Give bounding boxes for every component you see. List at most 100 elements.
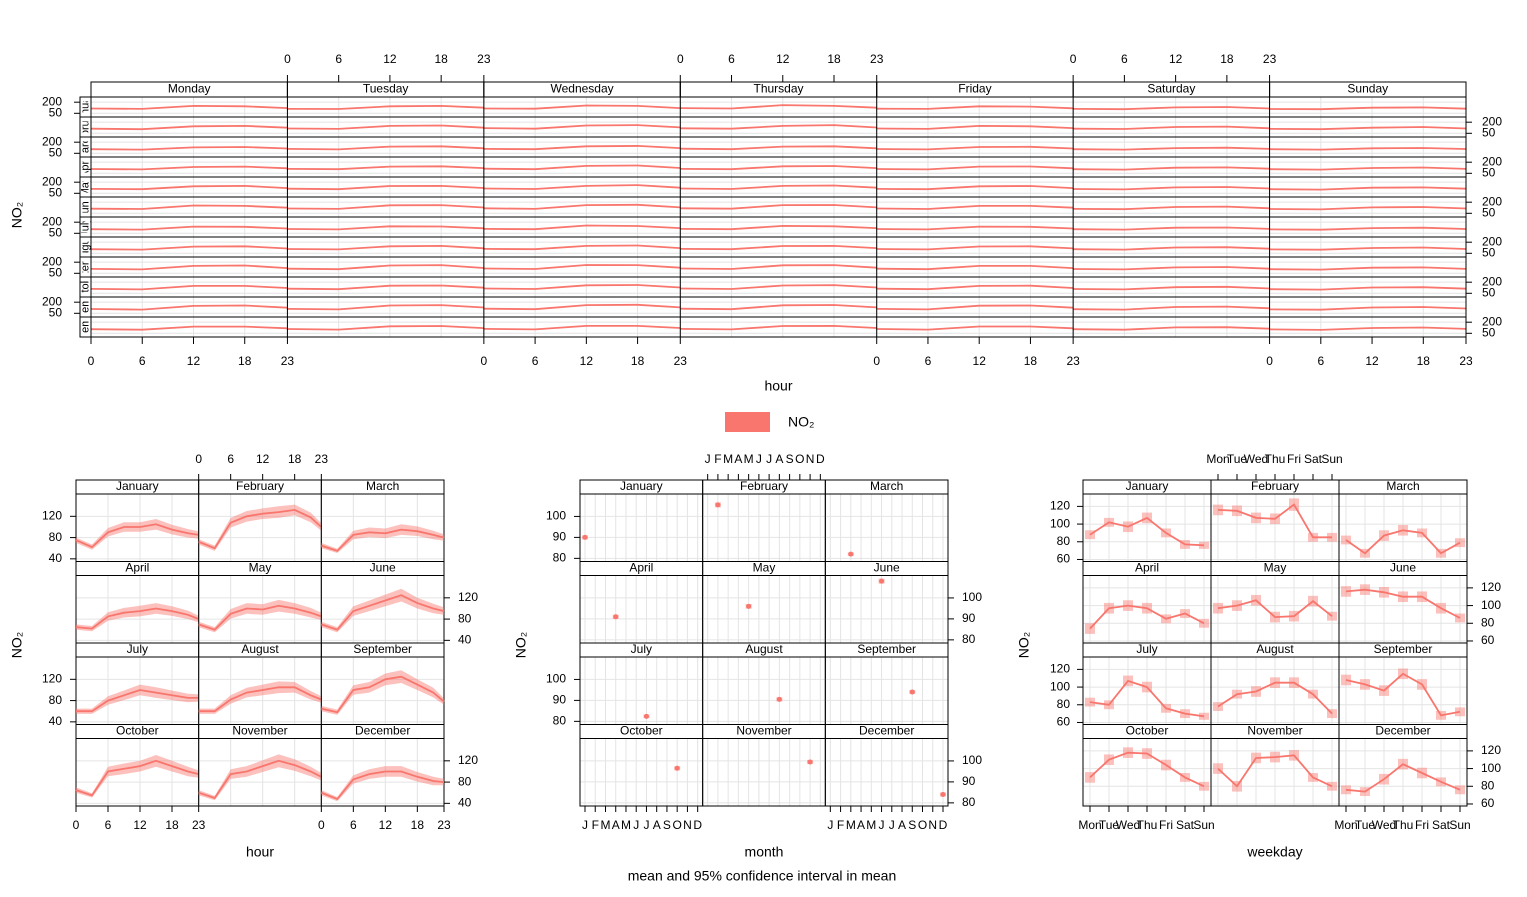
x-tick-label: J [827, 818, 833, 832]
x-tick-label: 23 [281, 354, 295, 368]
y-tick-label: 40 [458, 633, 472, 647]
line [1073, 305, 1270, 311]
line [483, 324, 681, 331]
x-tick-label: 12 [973, 354, 987, 368]
line [321, 594, 445, 631]
panel-frame [702, 738, 826, 807]
panel-strip-label: March [366, 479, 399, 493]
y-tick-label: 120 [1050, 499, 1070, 513]
line [876, 204, 1074, 210]
y-tick-label: 100 [962, 590, 982, 604]
panel-strip-label: December [1375, 724, 1430, 738]
error-box [1213, 702, 1223, 711]
month-strip-label: July [79, 217, 91, 237]
x-tick-label: 23 [870, 52, 884, 66]
point [582, 534, 588, 540]
x-tick-label: M [866, 818, 876, 832]
point [643, 713, 649, 719]
month-strip-label: March [79, 132, 91, 163]
line [287, 304, 484, 311]
line [483, 224, 681, 231]
month-strip-label: November [79, 281, 91, 332]
x-tick-label: M [621, 818, 631, 832]
y-tick-label: 60 [1057, 552, 1071, 566]
y-axis-title: NO₂ [9, 202, 25, 228]
x-tick-label: 18 [1417, 354, 1431, 368]
line [483, 104, 681, 110]
x-tick-label: 12 [187, 354, 201, 368]
line [1269, 266, 1467, 271]
panel-strip-label: March [870, 479, 903, 493]
panel-strip-label: January [620, 479, 663, 493]
y-tick-label: 90 [553, 693, 567, 707]
x-tick-label: Tue [1355, 818, 1376, 832]
y-tick-label: 50 [1482, 325, 1496, 339]
line [1217, 599, 1333, 619]
x-axis-title: weekday [1246, 844, 1302, 860]
line [1073, 186, 1270, 191]
x-tick-label: N [683, 818, 692, 832]
line [1269, 147, 1467, 151]
panel-frame [198, 493, 322, 562]
x-tick-label: 23 [1066, 354, 1080, 368]
y-tick-label: 80 [962, 632, 976, 646]
line [483, 284, 681, 290]
y-tick-label: 100 [1050, 679, 1070, 693]
line [321, 528, 445, 552]
x-tick-label: J [582, 818, 588, 832]
line [198, 686, 322, 713]
panel-strip-label: May [249, 561, 272, 575]
y-tick-label: 200 [1482, 234, 1502, 248]
panel-strip-label: March [1386, 479, 1419, 493]
line [90, 104, 288, 110]
y-tick-label: 120 [42, 508, 62, 522]
x-tick-label: 6 [1121, 52, 1128, 66]
line [287, 104, 484, 110]
line [1269, 286, 1467, 291]
y-tick-label: 90 [553, 530, 567, 544]
line [1345, 529, 1461, 555]
y-tick-label: 50 [1482, 285, 1496, 299]
panel-strip-label: July [127, 642, 148, 656]
x-tick-label: D [939, 818, 948, 832]
y-tick-label: 50 [49, 185, 63, 199]
error-box [1327, 709, 1337, 719]
line [1089, 751, 1205, 788]
y-tick-label: 100 [1050, 516, 1070, 530]
y-axis-title: NO₂ [513, 632, 529, 658]
line [876, 105, 1074, 110]
x-tick-label: A [653, 818, 661, 832]
x-tick-label: J [756, 452, 762, 466]
panel-strip-label: September [353, 642, 412, 656]
y-tick-label: 60 [1057, 715, 1071, 729]
y-tick-label: 200 [42, 174, 62, 188]
y-tick-label: 200 [42, 214, 62, 228]
line [198, 604, 322, 631]
weekday-strip-label: Sunday [1347, 82, 1388, 96]
ci-band [198, 681, 322, 714]
panel-frame [579, 493, 704, 562]
line [287, 325, 484, 331]
error-box [1213, 763, 1223, 774]
line [680, 244, 877, 251]
x-tick-label: 18 [165, 818, 179, 832]
x-tick-label: F [837, 818, 844, 832]
line [1073, 205, 1270, 211]
panel-strip-label: May [1264, 561, 1287, 575]
x-tick-label: M [600, 818, 610, 832]
line [287, 124, 484, 130]
line [1073, 246, 1270, 251]
line [90, 284, 288, 291]
line [876, 325, 1074, 331]
x-tick-label: 23 [315, 452, 329, 466]
weekday-strip-label: Tuesday [363, 82, 409, 96]
x-tick-label: 18 [827, 52, 841, 66]
panel-strip-label: August [745, 642, 783, 656]
y-tick-label: 50 [49, 225, 63, 239]
line [483, 164, 681, 171]
panel-strip-label: August [241, 642, 279, 656]
panel-frame [320, 493, 445, 562]
panel-frame [824, 575, 949, 644]
line [76, 689, 199, 713]
x-tick-label: 18 [411, 818, 425, 832]
